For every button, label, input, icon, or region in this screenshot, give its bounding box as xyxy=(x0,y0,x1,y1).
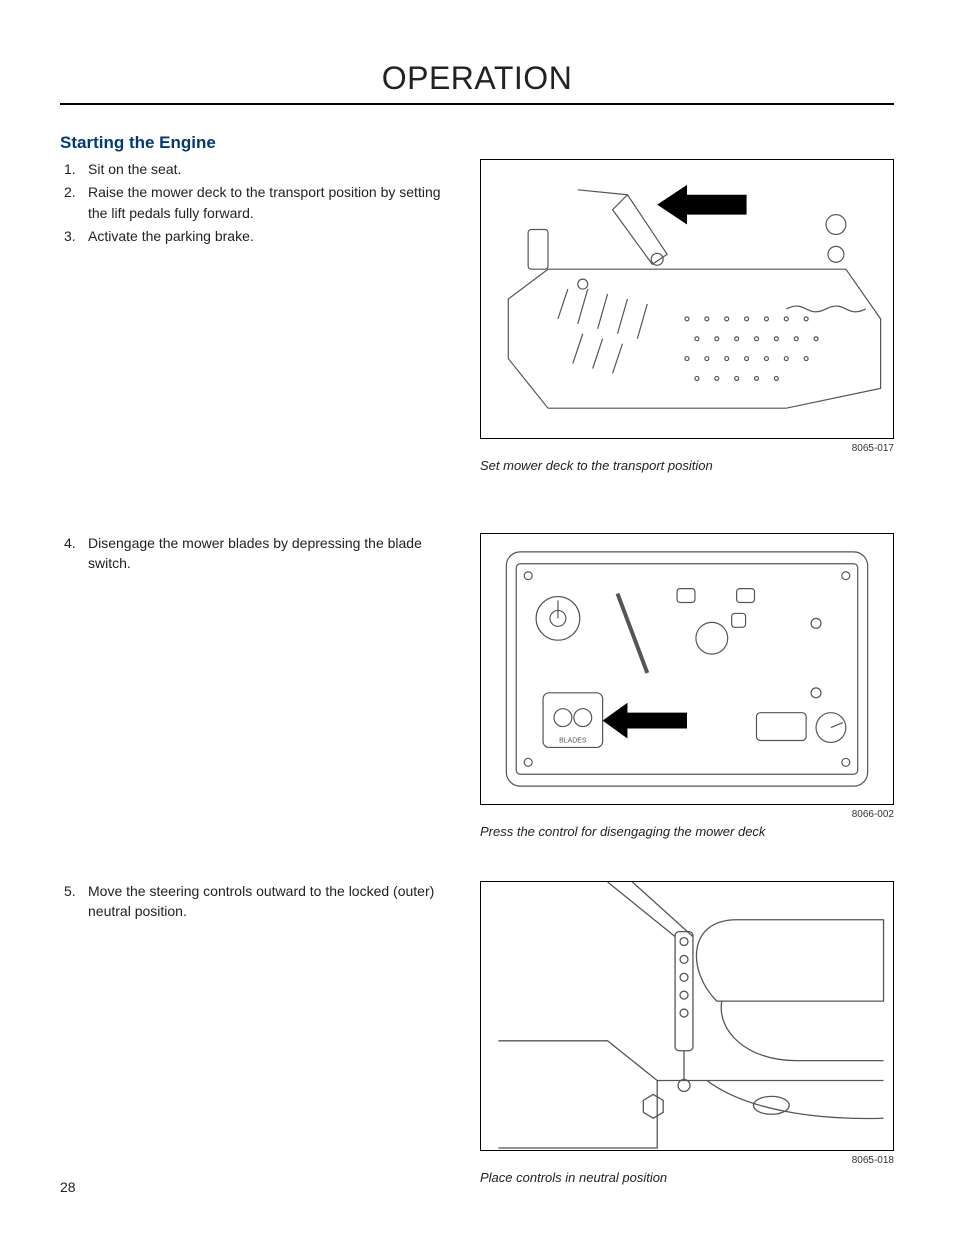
figure-2-box: BLADES xyxy=(480,533,894,805)
page-number: 28 xyxy=(60,1179,76,1195)
figure-3-id: 8065-018 xyxy=(480,1155,894,1166)
figure-1-id: 8065-017 xyxy=(480,443,894,454)
row-2: 4.Disengage the mower blades by depressi… xyxy=(60,533,894,839)
figure-1-caption: Set mower deck to the transport position xyxy=(480,458,894,473)
step-2: 2.Raise the mower deck to the transport … xyxy=(88,182,460,223)
step-4: 4.Disengage the mower blades by depressi… xyxy=(88,533,460,574)
text-col-3: 5.Move the steering controls outward to … xyxy=(60,881,460,1185)
figure-2-id: 8066-002 xyxy=(480,809,894,820)
figure-1-box xyxy=(480,159,894,439)
figure-col-3: 8065-018 Place controls in neutral posit… xyxy=(480,881,894,1185)
figure-col-2: BLADES 8066-002 Press the control for di… xyxy=(480,533,894,839)
figure-2-caption: Press the control for disengaging the mo… xyxy=(480,824,894,839)
svg-text:BLADES: BLADES xyxy=(559,737,587,744)
figure-col-1: 8065-017 Set mower deck to the transport… xyxy=(480,159,894,473)
text-col-1: 1.Sit on the seat. 2.Raise the mower dec… xyxy=(60,159,460,473)
section-heading: Starting the Engine xyxy=(60,133,894,153)
steps-1to3: 1.Sit on the seat. 2.Raise the mower dec… xyxy=(60,159,460,246)
figure-3-caption: Place controls in neutral position xyxy=(480,1170,894,1185)
step-1: 1.Sit on the seat. xyxy=(88,159,460,179)
figure-3-svg xyxy=(481,882,893,1150)
arrow-icon xyxy=(603,703,687,739)
step-5: 5.Move the steering controls outward to … xyxy=(88,881,460,922)
figure-1-svg xyxy=(481,160,893,438)
page-title: OPERATION xyxy=(60,60,894,97)
figure-2-svg: BLADES xyxy=(481,534,893,804)
row-1: 1.Sit on the seat. 2.Raise the mower dec… xyxy=(60,159,894,473)
figure-3-box xyxy=(480,881,894,1151)
row-3: 5.Move the steering controls outward to … xyxy=(60,881,894,1185)
title-bar: OPERATION xyxy=(60,60,894,105)
steps-5: 5.Move the steering controls outward to … xyxy=(60,881,460,922)
manual-page: OPERATION Starting the Engine 1.Sit on t… xyxy=(0,0,954,1235)
steps-4: 4.Disengage the mower blades by depressi… xyxy=(60,533,460,574)
step-3: 3.Activate the parking brake. xyxy=(88,226,460,246)
arrow-icon xyxy=(657,185,746,225)
text-col-2: 4.Disengage the mower blades by depressi… xyxy=(60,533,460,839)
